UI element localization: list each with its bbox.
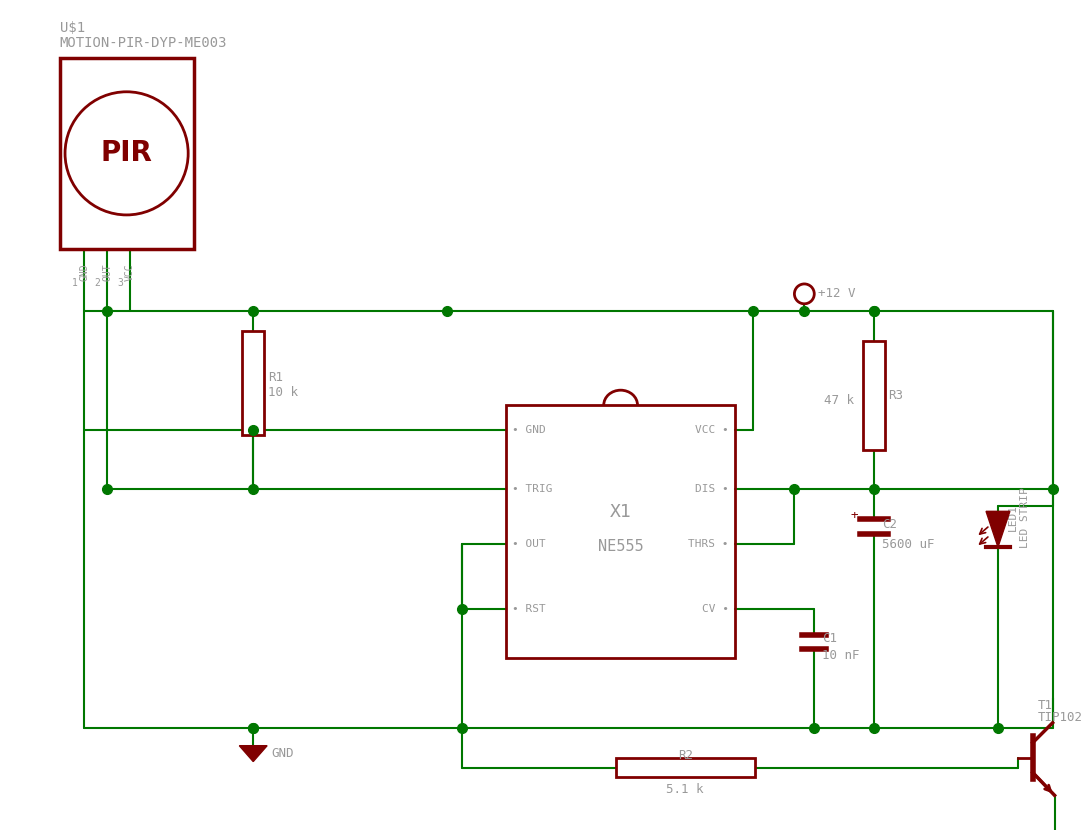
Text: C1: C1 [822, 632, 837, 645]
Bar [60, 57, 194, 249]
Text: 47 k: 47 k [824, 394, 855, 407]
Text: 10 nF: 10 nF [822, 649, 860, 661]
Bar [863, 341, 885, 450]
Text: 5.1 k: 5.1 k [666, 783, 704, 796]
Text: GND: GND [271, 747, 293, 761]
Polygon shape [240, 746, 267, 761]
Text: U$1: U$1 [60, 21, 85, 35]
Text: 1: 1 [72, 278, 77, 288]
Text: LED1: LED1 [1008, 504, 1018, 531]
Text: LED STRIP: LED STRIP [1020, 487, 1030, 547]
Text: DIS •: DIS • [695, 485, 729, 495]
Text: R3: R3 [887, 389, 903, 402]
Bar [616, 757, 754, 777]
Text: 5600 uF: 5600 uF [882, 537, 934, 551]
Polygon shape [986, 511, 1010, 547]
Text: C2: C2 [882, 518, 897, 531]
Text: X1: X1 [609, 503, 631, 521]
Bar [507, 405, 735, 658]
Text: • GND: • GND [512, 425, 546, 435]
Text: R2: R2 [678, 749, 692, 762]
Text: VCC: VCC [125, 263, 135, 281]
Text: R1: R1 [268, 372, 283, 384]
Text: +12 V: +12 V [819, 287, 856, 301]
Text: GND: GND [80, 263, 89, 281]
Text: 2: 2 [95, 278, 100, 288]
Text: NE555: NE555 [597, 539, 643, 554]
Text: 10 k: 10 k [268, 387, 298, 399]
Text: CV •: CV • [702, 604, 729, 614]
Text: MOTION-PIR-DYP-ME003: MOTION-PIR-DYP-ME003 [60, 36, 227, 50]
Text: VCC •: VCC • [695, 425, 729, 435]
Text: • OUT: • OUT [512, 539, 546, 549]
Text: • RST: • RST [512, 604, 546, 614]
Text: T1: T1 [1038, 700, 1053, 712]
Bar [242, 331, 264, 435]
Text: 3: 3 [118, 278, 123, 288]
Text: TIP102: TIP102 [1038, 711, 1082, 725]
Text: • TRIG: • TRIG [512, 485, 553, 495]
Text: PIR: PIR [100, 139, 153, 167]
Text: OUT: OUT [102, 263, 112, 281]
Text: +: + [850, 509, 858, 521]
Text: THRS •: THRS • [689, 539, 729, 549]
